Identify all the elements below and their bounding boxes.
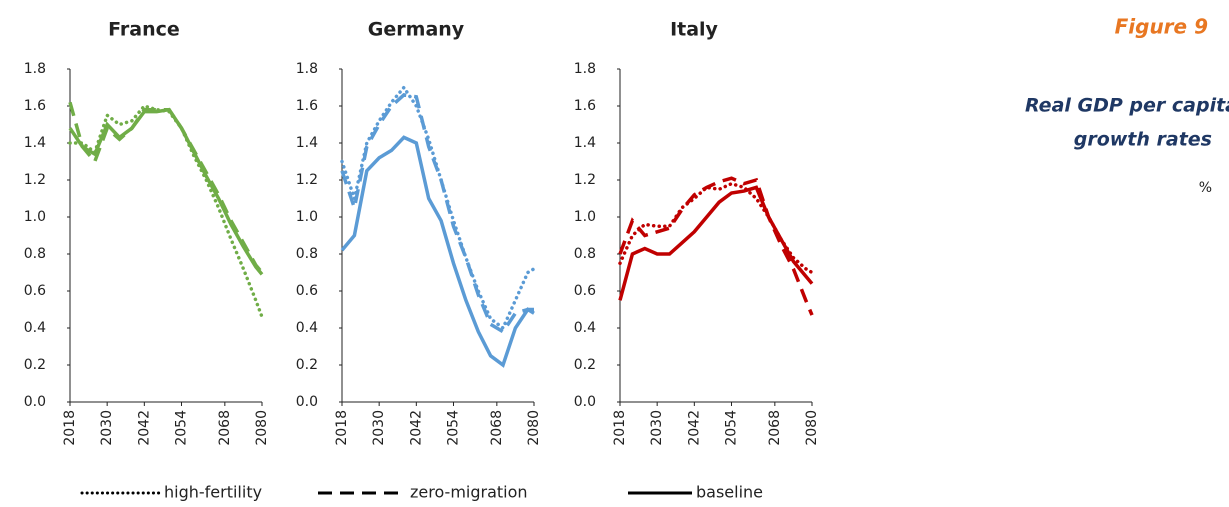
x-tick-label: 2030: [371, 410, 387, 446]
y-tick-label: 1.2: [24, 172, 46, 188]
y-tick-label: 1.2: [296, 172, 318, 188]
x-tick-label: 2080: [804, 410, 820, 446]
x-tick-label: 2054: [173, 410, 189, 446]
series-line: baseline: [340, 135, 535, 368]
y-tick-label: 1.2: [574, 172, 596, 188]
y-tick-label: 1.0: [296, 209, 318, 225]
panel-title: Italy: [670, 19, 718, 41]
y-tick-label: 0.0: [296, 394, 318, 410]
y-tick-label: 0.2: [296, 357, 318, 373]
series-line: high-fertility: [340, 84, 536, 331]
unit: %: [1199, 180, 1212, 196]
series-line: [68, 103, 264, 319]
y-tick-label: 1.0: [574, 209, 596, 225]
series-line: high-fertility: [618, 181, 814, 275]
side-title: Real GDP per capita: [1025, 95, 1229, 117]
panel-title: France: [108, 19, 180, 41]
x-tick-label: 2042: [136, 410, 152, 446]
y-tick-label: 1.6: [296, 98, 318, 114]
legend-label: high-fertility: [164, 483, 262, 502]
panel-title: Germany: [368, 19, 465, 41]
legend-label: baseline: [696, 483, 763, 502]
y-tick-label: 1.6: [574, 98, 596, 114]
series-line: [68, 107, 264, 276]
y-tick-label: 1.6: [24, 98, 46, 114]
series-line: zero-migration: [618, 176, 814, 316]
y-tick-label: 0.4: [24, 320, 46, 336]
side-title: growth rates: [1074, 129, 1212, 151]
y-tick-label: 1.8: [24, 61, 46, 77]
y-tick-label: 0.6: [574, 283, 596, 299]
x-tick-label: 2068: [217, 410, 233, 446]
y-tick-label: 1.4: [24, 135, 46, 151]
x-tick-label: 2018: [334, 410, 350, 446]
y-tick-label: 0.8: [574, 246, 596, 262]
x-tick-label: 2080: [526, 410, 542, 446]
x-tick-label: 2042: [686, 410, 702, 446]
series-line: zero-migration: [340, 93, 534, 335]
x-tick-label: 2042: [408, 410, 424, 446]
x-tick-label: 2030: [649, 410, 665, 446]
y-tick-label: 0.0: [24, 394, 46, 410]
x-tick-label: 2054: [723, 410, 739, 446]
x-tick-label: 2054: [445, 410, 461, 446]
y-tick-label: 1.8: [574, 61, 596, 77]
x-tick-label: 2080: [254, 410, 270, 446]
legend-label: zero-migration: [410, 483, 528, 502]
y-tick-label: 1.4: [296, 135, 318, 151]
y-tick-label: 1.4: [574, 135, 596, 151]
y-tick-label: 0.2: [24, 357, 46, 373]
series-line: baseline: [618, 185, 814, 301]
x-tick-label: 2068: [767, 410, 783, 446]
y-tick-label: 0.6: [24, 283, 46, 299]
y-tick-label: 0.2: [574, 357, 596, 373]
x-tick-label: 2018: [612, 410, 628, 446]
y-tick-label: 0.8: [296, 246, 318, 262]
y-tick-label: 0.4: [296, 320, 318, 336]
y-tick-label: 1.8: [296, 61, 318, 77]
x-tick-label: 2018: [62, 410, 78, 446]
y-tick-label: 0.8: [24, 246, 46, 262]
y-tick-label: 0.0: [574, 394, 596, 410]
x-tick-label: 2068: [489, 410, 505, 446]
y-tick-label: 1.0: [24, 209, 46, 225]
y-tick-label: 0.6: [296, 283, 318, 299]
figure-label: Figure 9: [1115, 15, 1208, 39]
x-tick-label: 2030: [99, 410, 115, 446]
y-tick-label: 0.4: [574, 320, 596, 336]
